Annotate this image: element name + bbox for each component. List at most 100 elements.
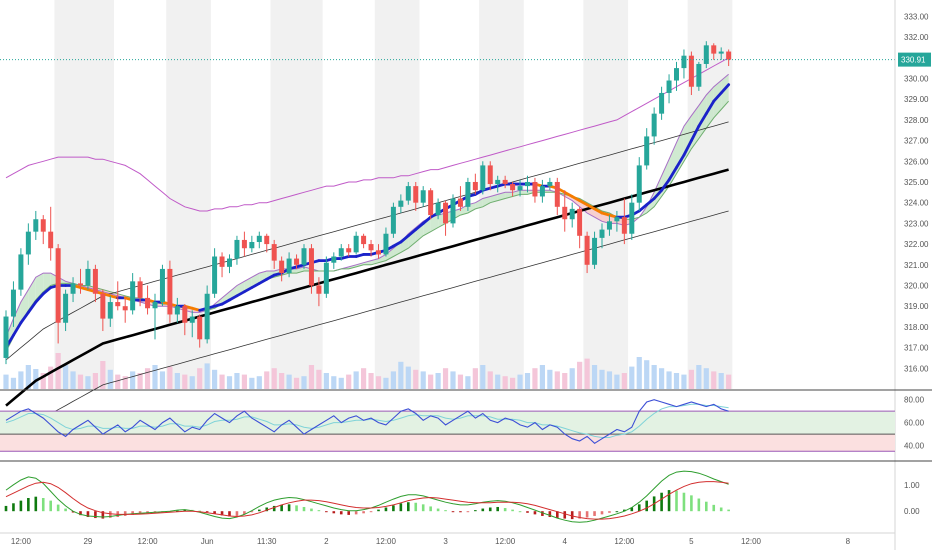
candle-body[interactable] [115,302,121,307]
candle-body[interactable] [368,244,374,251]
candle-body[interactable] [532,181,538,197]
candle-body[interactable] [271,244,277,261]
candle-body[interactable] [227,258,232,267]
candle-body[interactable] [70,283,76,294]
candle-body[interactable] [688,55,694,87]
candle-body[interactable] [547,181,553,187]
candle-body[interactable] [331,256,337,263]
candle-body[interactable] [241,239,247,249]
candle-body[interactable] [167,268,173,315]
candle-body[interactable] [636,165,642,203]
candle-body[interactable] [85,268,91,286]
candle-body[interactable] [413,186,419,203]
candle-body[interactable] [405,186,411,201]
candle-body[interactable] [614,217,620,222]
candle-body[interactable] [621,217,627,234]
candle-body[interactable] [33,219,39,232]
candle-body[interactable] [189,316,195,323]
time-tick-label[interactable]: 12:00 [11,537,32,546]
candle-body[interactable] [323,262,329,294]
time-tick-label[interactable]: 12:00 [138,537,159,546]
candle-body[interactable] [234,239,240,259]
candle-body[interactable] [443,202,449,224]
candle-body[interactable] [18,254,24,290]
time-tick-label[interactable]: Jun [201,537,214,546]
candle-body[interactable] [606,221,612,230]
candle-body[interactable] [92,268,98,294]
candle-body[interactable] [651,113,657,137]
candle-body[interactable] [308,248,314,286]
last-price-tag[interactable] [898,52,931,67]
candle-body[interactable] [726,51,732,60]
candle-body[interactable] [718,51,724,54]
candle-body[interactable] [666,80,672,93]
candle-body[interactable] [383,233,389,255]
candle-body[interactable] [279,260,285,274]
time-tick-label[interactable]: 8 [846,537,851,546]
candle-body[interactable] [644,136,650,166]
time-tick-label[interactable]: 4 [563,537,568,546]
time-tick-label[interactable]: 3 [443,537,448,546]
time-tick-label[interactable]: 11:30 [257,537,277,546]
candlesticks[interactable] [3,41,732,365]
candle-body[interactable] [256,235,262,243]
candle-body[interactable] [584,235,590,265]
candle-body[interactable] [145,297,151,309]
candle-body[interactable] [152,302,158,309]
candle-body[interactable] [390,206,396,234]
candle-body[interactable] [398,200,404,207]
candle-body[interactable] [137,281,143,298]
candle-body[interactable] [592,237,598,265]
candle-body[interactable] [539,186,545,197]
candle-body[interactable] [264,235,270,245]
candle-body[interactable] [502,179,508,185]
candle-body[interactable] [63,293,69,323]
candle-body[interactable] [674,68,679,81]
candle-body[interactable] [525,181,530,187]
candle-body[interactable] [204,293,210,340]
candle-body[interactable] [599,229,605,238]
candle-body[interactable] [569,208,575,220]
candle-body[interactable] [480,165,486,191]
candle-body[interactable] [40,219,46,232]
candle-body[interactable] [3,316,9,358]
candle-body[interactable] [107,302,113,319]
candle-body[interactable] [472,181,478,191]
candle-body[interactable] [450,198,456,224]
candle-body[interactable] [55,248,61,323]
time-axis[interactable]: 12:00 29 12:00 Jun 11:30 2 12:00 3 12:00 4 12:00 5 1… [0,532,895,546]
candle-body[interactable] [659,92,665,114]
time-tick-label[interactable]: 5 [689,537,694,546]
candle-body[interactable] [376,250,381,255]
candle-body[interactable] [122,306,128,311]
candle-body[interactable] [286,258,292,274]
candle-body[interactable] [130,281,136,311]
candle-body[interactable] [428,190,434,216]
candle-body[interactable] [197,316,203,340]
candle-body[interactable] [487,165,493,185]
candle-body[interactable] [420,190,426,203]
candle-body[interactable] [338,248,344,257]
candle-body[interactable] [517,186,523,191]
macd-pane[interactable]: 0.00 1.00 [4,470,920,523]
time-tick-label[interactable]: 12:00 [741,537,762,546]
candle-body[interactable] [174,306,180,315]
candle-body[interactable] [78,283,83,286]
time-tick-label[interactable]: 2 [324,537,329,546]
candle-body[interactable] [212,256,218,294]
candle-body[interactable] [703,45,709,64]
candle-body[interactable] [159,268,165,303]
time-tick-label[interactable]: 29 [83,537,92,546]
candle-body[interactable] [301,248,307,265]
candle-body[interactable] [554,181,560,207]
time-tick-label[interactable]: 12:00 [614,537,635,546]
candle-body[interactable] [346,248,352,253]
candle-body[interactable] [457,198,463,207]
candle-body[interactable] [435,202,441,216]
candle-body[interactable] [681,55,687,69]
candle-body[interactable] [219,256,225,267]
candle-body[interactable] [100,293,106,319]
